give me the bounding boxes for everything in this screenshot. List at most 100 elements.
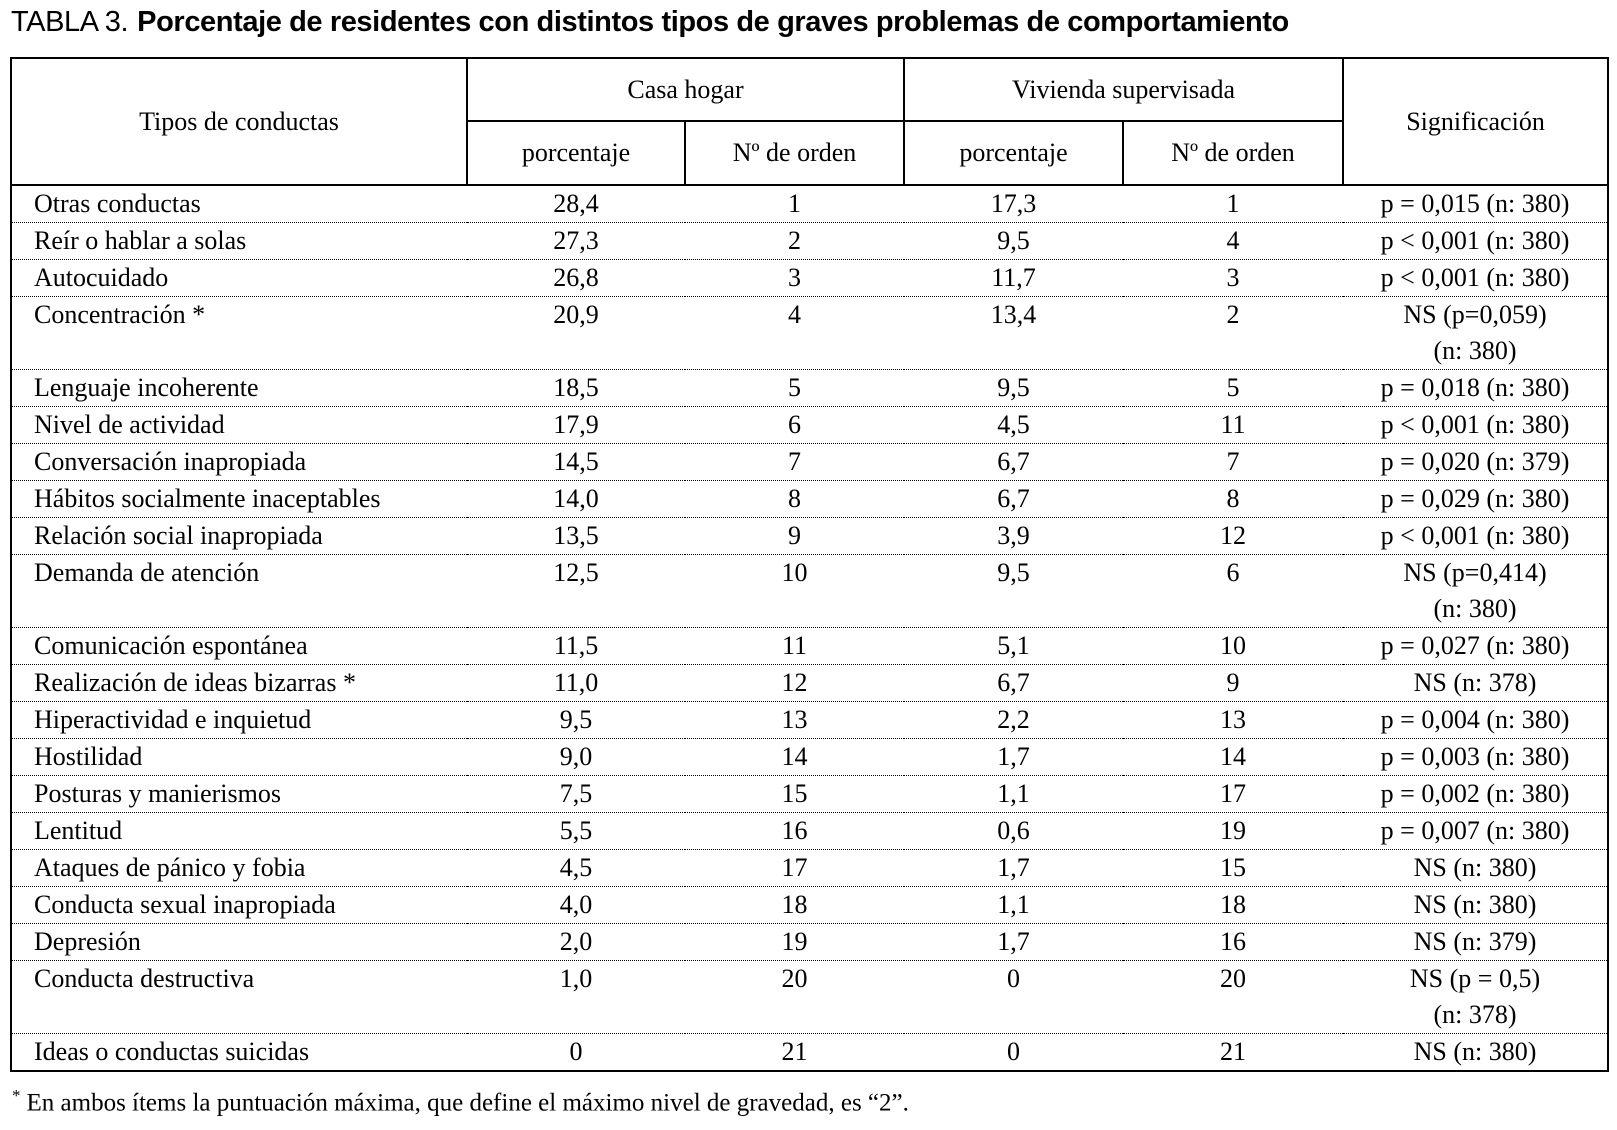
cell-vivienda-orden: 20 <box>1123 960 1344 1034</box>
cell-vivienda-orden: 21 <box>1123 1033 1344 1071</box>
cell-significacion: NS (p = 0,5) (n: 378) <box>1343 960 1609 1034</box>
cell-conducta: Reír o hablar a solas <box>11 222 467 260</box>
header-casa-hogar: Casa hogar <box>467 58 905 122</box>
cell-casa-orden: 9 <box>685 517 904 555</box>
cell-vivienda-orden: 8 <box>1123 480 1344 518</box>
cell-vivienda-porcentaje: 1,1 <box>904 775 1123 813</box>
cell-significacion: p = 0,007 (n: 380) <box>1343 812 1609 850</box>
cell-vivienda-porcentaje: 17,3 <box>990 189 1037 218</box>
cell-conducta: Demanda de atención <box>11 554 467 628</box>
cell-conducta: Ataques de pánico y fobia <box>11 849 467 887</box>
cell-casa-porcentaje: 11,5 <box>467 627 685 665</box>
cell-conducta: Hostilidad <box>11 738 467 776</box>
cell-vivienda-porcentaje: 0 <box>904 960 1123 1034</box>
cell-significacion: p = 0,004 (n: 380) <box>1343 701 1609 739</box>
cell-vivienda-porcentaje: 11,7 <box>904 259 1123 297</box>
table-row: Nivel de actividad 17,9 6 4,5 11 p < 0,0… <box>11 406 1609 444</box>
table-row: Lentitud 5,5 16 0,6 19 p = 0,007 (n: 380… <box>11 812 1609 850</box>
cell-casa-porcentaje: 4,0 <box>467 886 685 924</box>
cell-vivienda-porcentaje: 3,9 <box>904 517 1123 555</box>
cell-vivienda-orden: 10 <box>1123 627 1344 665</box>
cell-vivienda-orden: 2 <box>1123 296 1344 370</box>
table-row: Otras conductas 28,4 1 17,3 1 p = 0,015 … <box>11 185 1608 223</box>
cell-casa-porcentaje: 17,9 <box>467 406 685 444</box>
cell-significacion: p = 0,027 (n: 380) <box>1343 627 1609 665</box>
cell-casa-porcentaje: 20,9 <box>467 296 685 370</box>
cell-conducta: Concentración * <box>11 296 467 370</box>
cell-vivienda-porcentaje: 1,1 <box>904 886 1123 924</box>
cell-vivienda-orden: 15 <box>1123 849 1344 887</box>
cell-vivienda-porcentaje: 1,7 <box>904 849 1123 887</box>
cell-significacion: NS (n: 380) <box>1343 849 1609 887</box>
table-row: Hostilidad 9,0 14 1,7 14 p = 0,003 (n: 3… <box>11 738 1609 776</box>
cell-significacion: NS (n: 378) <box>1343 664 1609 702</box>
cell-casa-orden: 2 <box>685 222 904 260</box>
cell-casa-orden: 13 <box>685 701 904 739</box>
cell-conducta: Otras conductas <box>34 189 201 218</box>
cell-vivienda-porcentaje: 0,6 <box>904 812 1123 850</box>
cell-casa-porcentaje: 9,0 <box>467 738 685 776</box>
footnote-text: En ambos ítems la puntuación máxima, que… <box>26 1089 909 1117</box>
cell-casa-porcentaje: 1,0 <box>467 960 685 1034</box>
cell-casa-orden: 19 <box>685 923 904 961</box>
cell-significacion: p = 0,020 (n: 379) <box>1343 443 1609 481</box>
cell-vivienda-porcentaje: 9,5 <box>904 222 1123 260</box>
cell-casa-orden: 5 <box>685 369 904 407</box>
cell-conducta: Ideas o conductas suicidas <box>11 1033 467 1071</box>
cell-conducta: Comunicación espontánea <box>11 627 467 665</box>
table-row: Demanda de atención 12,5 10 9,5 6 NS (p=… <box>11 554 1609 628</box>
cell-casa-porcentaje: 13,5 <box>467 517 685 555</box>
cell-vivienda-porcentaje: 1,7 <box>904 923 1123 961</box>
header-vivienda-orden: Nº de orden <box>1123 121 1345 186</box>
cell-vivienda-porcentaje: 5,1 <box>904 627 1123 665</box>
cell-significacion: p < 0,001 (n: 380) <box>1343 517 1609 555</box>
cell-vivienda-orden: 7 <box>1123 443 1344 481</box>
cell-casa-orden: 20 <box>685 960 904 1034</box>
cell-casa-orden: 3 <box>685 259 904 297</box>
cell-vivienda-porcentaje: 6,7 <box>904 664 1123 702</box>
cell-conducta: Conducta sexual inapropiada <box>11 886 467 924</box>
cell-casa-porcentaje: 4,5 <box>467 849 685 887</box>
cell-vivienda-porcentaje: 6,7 <box>904 480 1123 518</box>
cell-conducta: Lenguaje incoherente <box>11 369 467 407</box>
cell-conducta: Hábitos socialmente inaceptables <box>11 480 467 518</box>
footnote-marker: * <box>12 1086 21 1105</box>
cell-casa-porcentaje: 18,5 <box>467 369 685 407</box>
header-significacion: Significación <box>1343 58 1609 186</box>
cell-significacion: p < 0,001 (n: 380) <box>1343 406 1609 444</box>
cell-casa-orden: 8 <box>685 480 904 518</box>
cell-casa-porcentaje: 2,0 <box>467 923 685 961</box>
header-tipos-de-conductas: Tipos de conductas <box>11 58 468 186</box>
cell-vivienda-orden: 5 <box>1123 369 1344 407</box>
header-casa-porcentaje: porcentaje <box>467 121 686 186</box>
cell-significacion: NS (n: 379) <box>1343 923 1609 961</box>
table-row: Concentración * 20,9 4 13,4 2 NS (p=0,05… <box>11 296 1609 370</box>
cell-casa-orden: 10 <box>685 554 904 628</box>
header-sub-row: porcentaje Nº de orden porcentaje Nº de … <box>11 121 1608 186</box>
cell-vivienda-orden: 11 <box>1123 406 1344 444</box>
cell-casa-orden: 11 <box>685 627 904 665</box>
cell-vivienda-orden: 13 <box>1123 701 1344 739</box>
table-row: Conversación inapropiada 14,5 7 6,7 7 p … <box>11 443 1609 481</box>
cell-significacion: NS (n: 380) <box>1343 886 1609 924</box>
cell-casa-orden: 7 <box>685 443 904 481</box>
cell-vivienda-orden: 3 <box>1123 259 1344 297</box>
table-row: Conducta sexual inapropiada 4,0 18 1,1 1… <box>11 886 1609 924</box>
cell-vivienda-orden: 1 <box>1226 189 1240 218</box>
cell-significacion: p = 0,002 (n: 380) <box>1343 775 1609 813</box>
cell-vivienda-porcentaje: 1,7 <box>904 738 1123 776</box>
table-row: Comunicación espontánea 11,5 11 5,1 10 p… <box>11 627 1609 665</box>
cell-conducta: Realización de ideas bizarras * <box>11 664 467 702</box>
footnote: * En ambos ítems la puntuación máxima, qu… <box>12 1086 909 1117</box>
cell-casa-porcentaje: 27,3 <box>467 222 685 260</box>
table-row: Depresión 2,0 19 1,7 16 NS (n: 379) <box>11 923 1609 961</box>
cell-vivienda-porcentaje: 6,7 <box>904 443 1123 481</box>
table-title: TABLA 3. Porcentaje de residentes con dis… <box>11 6 1289 39</box>
table-body: Otras conductas 28,4 1 17,3 1 p = 0,015 … <box>11 185 1609 1071</box>
cell-vivienda-orden: 9 <box>1123 664 1344 702</box>
header-casa-orden: Nº de orden <box>685 121 905 186</box>
cell-conducta: Relación social inapropiada <box>11 517 467 555</box>
table-row: Lenguaje incoherente 18,5 5 9,5 5 p = 0,… <box>11 369 1609 407</box>
table-row: Posturas y manierismos 7,5 15 1,1 17 p =… <box>11 775 1609 813</box>
